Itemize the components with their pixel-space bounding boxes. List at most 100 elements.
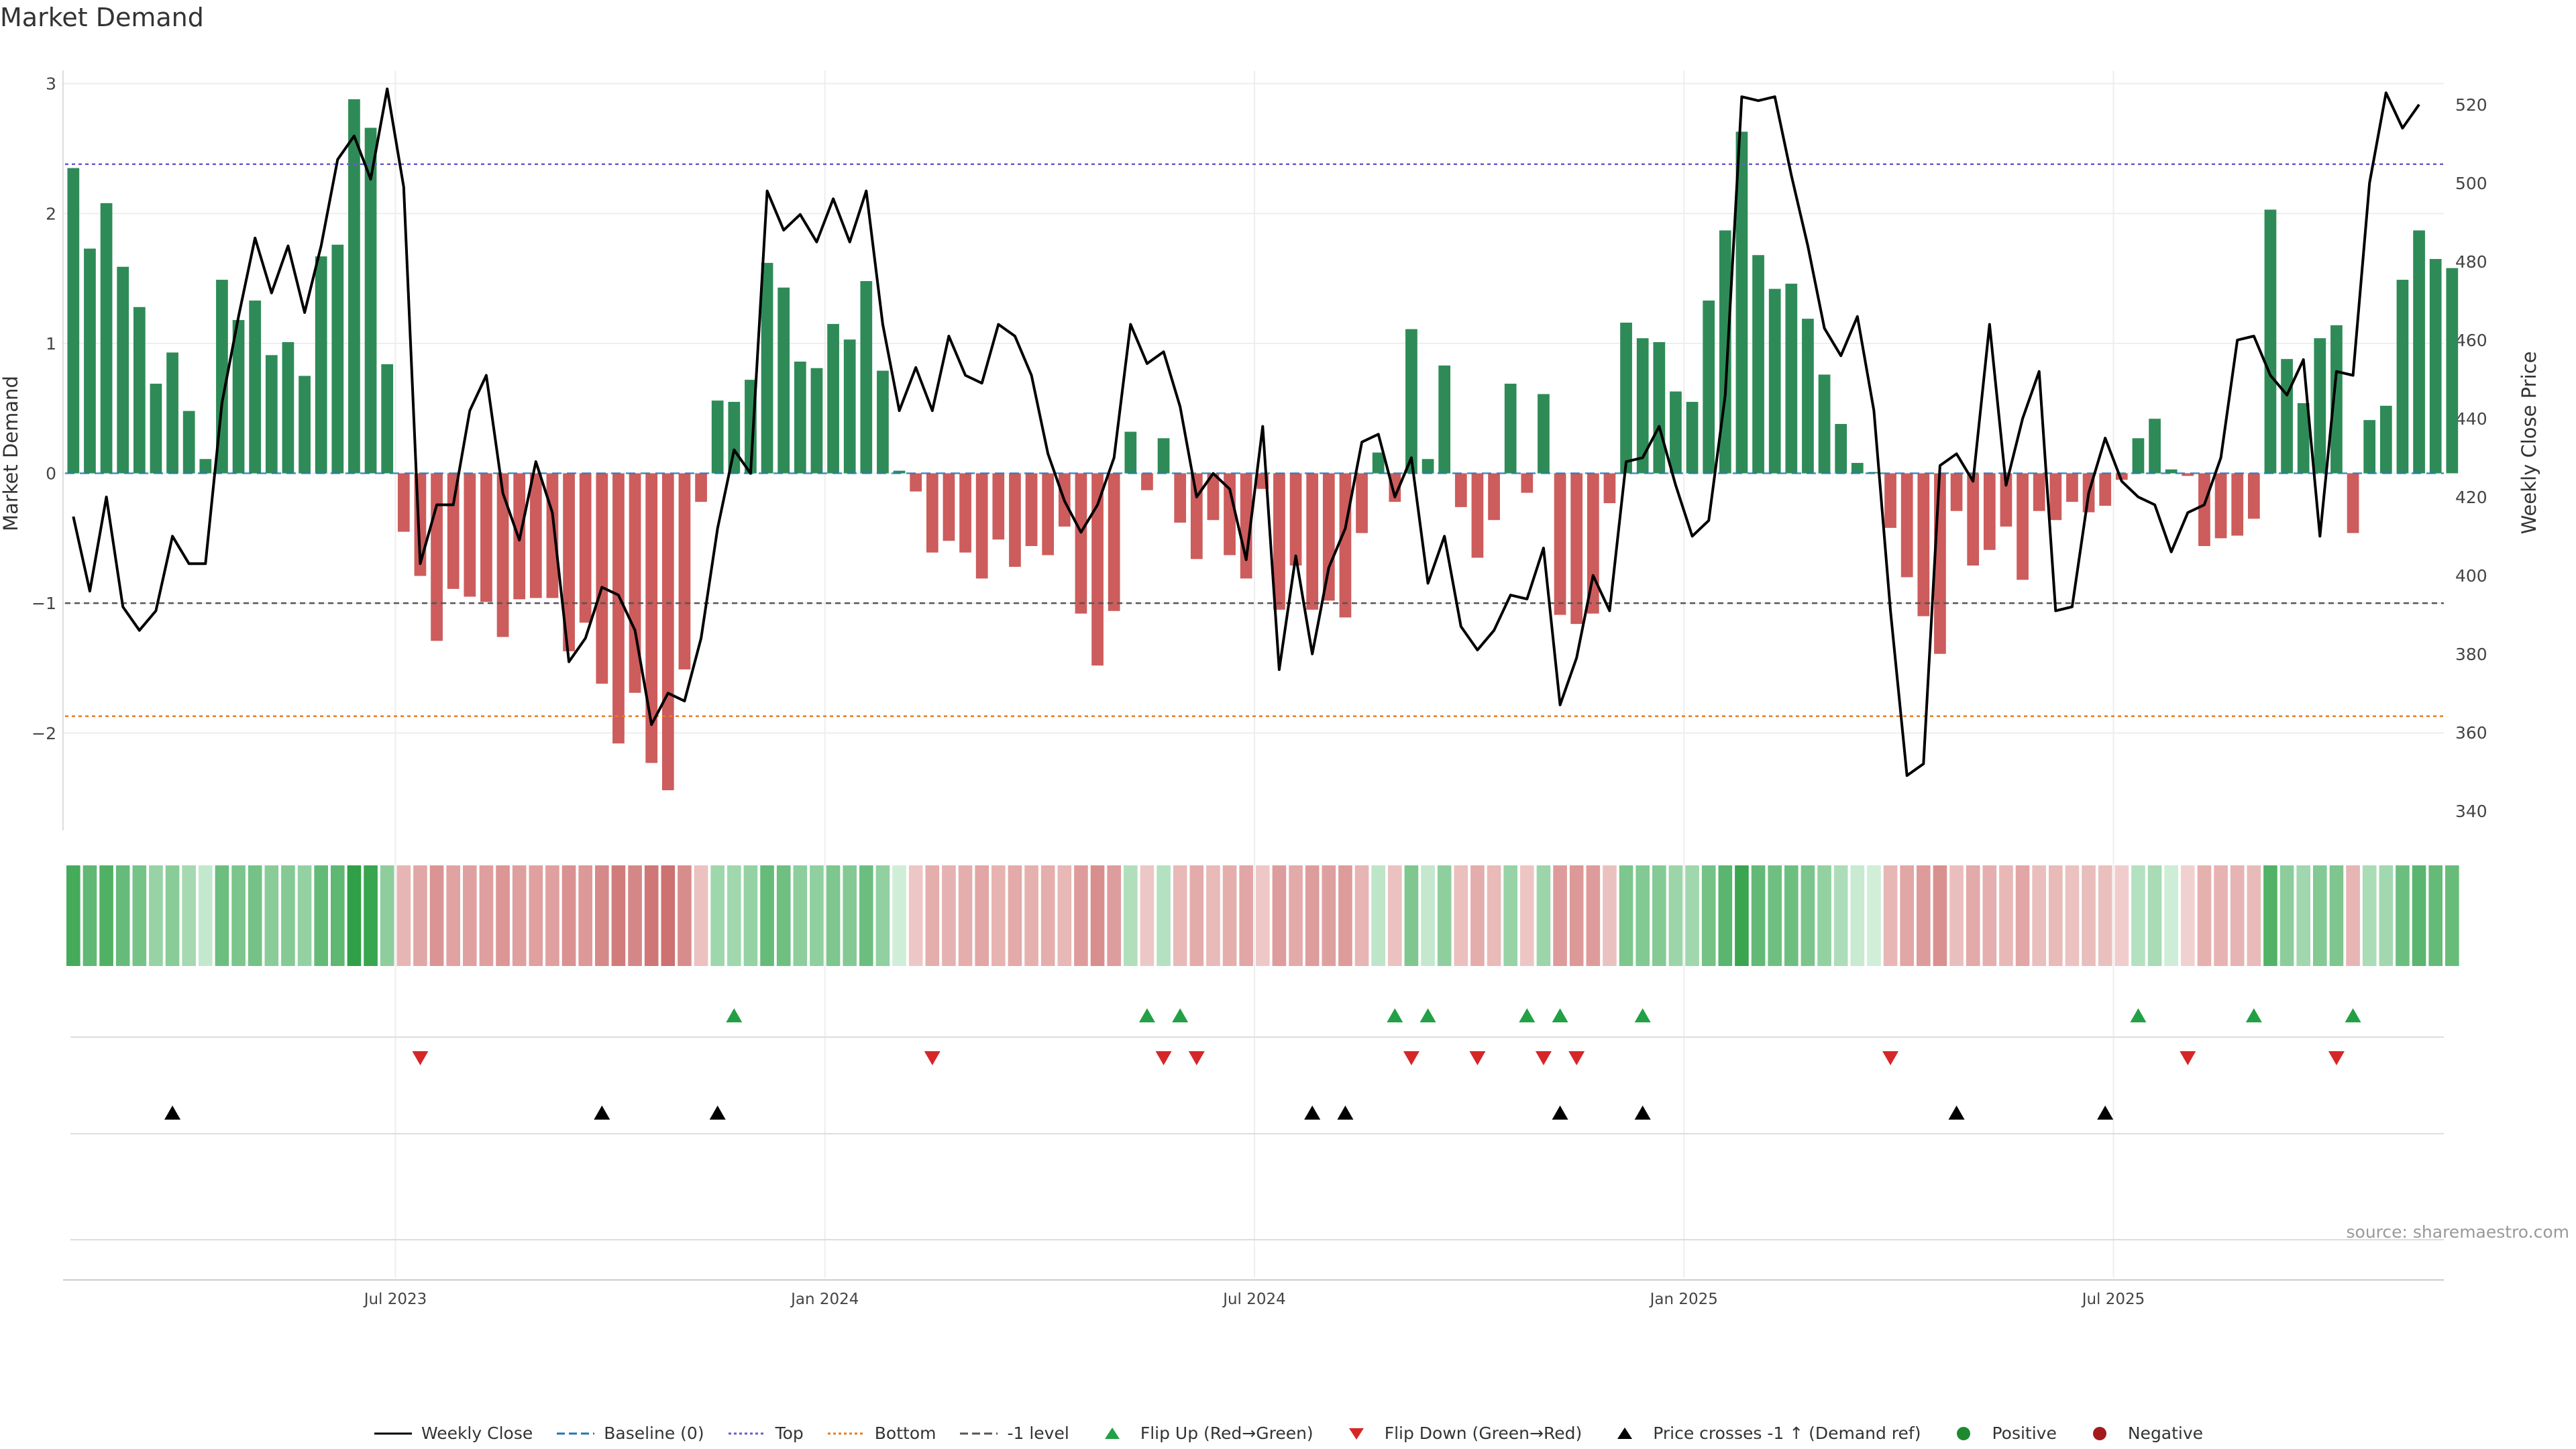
legend-swatch <box>374 1432 412 1434</box>
heat-cell <box>1718 865 1733 966</box>
heat-cell <box>446 865 460 966</box>
heat-cell <box>776 865 791 966</box>
demand-bar <box>728 402 741 474</box>
heat-cell <box>2181 865 2195 966</box>
heat-cell <box>1850 865 1865 966</box>
flip-down-marker <box>924 1051 941 1065</box>
flip-down-marker <box>2328 1051 2345 1065</box>
heat-cell <box>1222 865 1237 966</box>
heat-cell <box>331 865 345 966</box>
demand-bar <box>84 248 96 474</box>
heat-cell <box>1157 865 1171 966</box>
flip-up-marker <box>1419 1008 1436 1022</box>
heat-cell <box>2065 865 2080 966</box>
flip-up-marker <box>2245 1008 2262 1022</box>
heat-cell <box>2412 865 2426 966</box>
heat-cell <box>182 865 196 966</box>
x-tick-label: Jul 2025 <box>2081 1291 2145 1308</box>
heat-cell <box>496 865 510 966</box>
legend-item: Flip Up (Red→Green) <box>1092 1424 1313 1443</box>
heat-cell <box>83 865 97 966</box>
demand-bar <box>2214 473 2227 539</box>
legend-swatch <box>1348 1428 1364 1440</box>
demand-bar <box>843 339 856 474</box>
heat-cell <box>281 865 295 966</box>
demand-bar <box>645 473 658 763</box>
y2-tick-label: 440 <box>2455 409 2487 429</box>
demand-bar <box>2049 473 2062 521</box>
demand-bar <box>1884 473 1896 528</box>
demand-bar <box>2115 473 2128 480</box>
heat-cell <box>1536 865 1551 966</box>
heat-cell <box>1305 865 1320 966</box>
heat-cell <box>975 865 989 966</box>
heat-cell <box>2329 865 2344 966</box>
heat-cell <box>892 865 906 966</box>
heat-cell <box>165 865 180 966</box>
heat-cell <box>1503 865 1517 966</box>
legend-item: Negative <box>2080 1424 2203 1443</box>
heat-cell <box>149 865 163 966</box>
heat-cell <box>1272 865 1287 966</box>
heat-cell <box>1470 865 1485 966</box>
demand-bar <box>1339 473 1352 618</box>
demand-bar <box>2099 473 2112 506</box>
demand-bar <box>2017 473 2029 580</box>
heat-cell <box>1933 865 1947 966</box>
flip-up-marker <box>1387 1008 1403 1022</box>
demand-bar <box>1802 319 1814 474</box>
demand-bar <box>2429 259 2442 474</box>
y-axis-title: Market Demand <box>0 376 22 531</box>
demand-bar <box>2347 473 2359 533</box>
demand-bar <box>1273 473 1285 610</box>
heat-cell <box>2396 865 2410 966</box>
heat-cell <box>396 865 411 966</box>
flip-down-marker <box>1155 1051 1172 1065</box>
y-tick-label: 2 <box>46 204 56 223</box>
demand-bar <box>431 473 443 641</box>
legend-swatch <box>2092 1426 2106 1440</box>
demand-bar <box>1768 288 1781 474</box>
demand-bar <box>150 383 162 474</box>
heat-cell <box>380 865 394 966</box>
flip-up-marker <box>726 1008 743 1022</box>
demand-bar <box>1091 473 1104 666</box>
demand-bar <box>1983 473 1996 550</box>
demand-bar <box>2314 338 2326 474</box>
legend-label: Positive <box>1992 1424 2057 1443</box>
heat-cell <box>99 865 113 966</box>
heat-cell <box>1206 865 1220 966</box>
heat-cell <box>1140 865 1155 966</box>
demand-bar <box>579 473 592 623</box>
demand-bar <box>1454 473 1467 507</box>
price-cross-marker <box>164 1106 181 1120</box>
price-cross-marker <box>1948 1106 1965 1120</box>
heat-cell <box>760 865 774 966</box>
heat-cell <box>694 865 708 966</box>
legend-label: Bottom <box>874 1424 936 1443</box>
demand-bar <box>1372 452 1385 474</box>
demand-bar <box>331 244 344 474</box>
legend-item: Baseline (0) <box>555 1424 704 1443</box>
legend-item: Top <box>727 1424 804 1443</box>
demand-bar <box>2149 419 2161 474</box>
heat-cell <box>2147 865 2162 966</box>
y-tick-label: −1 <box>32 594 56 613</box>
legend-label: Flip Up (Red→Green) <box>1140 1424 1313 1443</box>
flip-up-marker <box>1519 1008 1536 1022</box>
flip-up-marker <box>1552 1008 1568 1022</box>
heat-cell <box>1057 865 1072 966</box>
demand-bar <box>959 473 971 553</box>
heat-cell <box>826 865 841 966</box>
demand-bar <box>282 341 294 474</box>
heat-cell <box>644 865 659 966</box>
page-title: Market Demand <box>0 3 204 32</box>
heat-cell <box>1867 865 1881 966</box>
demand-bar <box>1471 473 1484 558</box>
heat-cell <box>2164 865 2178 966</box>
demand-bar <box>546 473 559 598</box>
heat-cell <box>1322 865 1336 966</box>
demand-bar <box>1703 301 1715 474</box>
y2-tick-label: 460 <box>2455 331 2487 350</box>
price-cross-marker <box>709 1106 726 1120</box>
